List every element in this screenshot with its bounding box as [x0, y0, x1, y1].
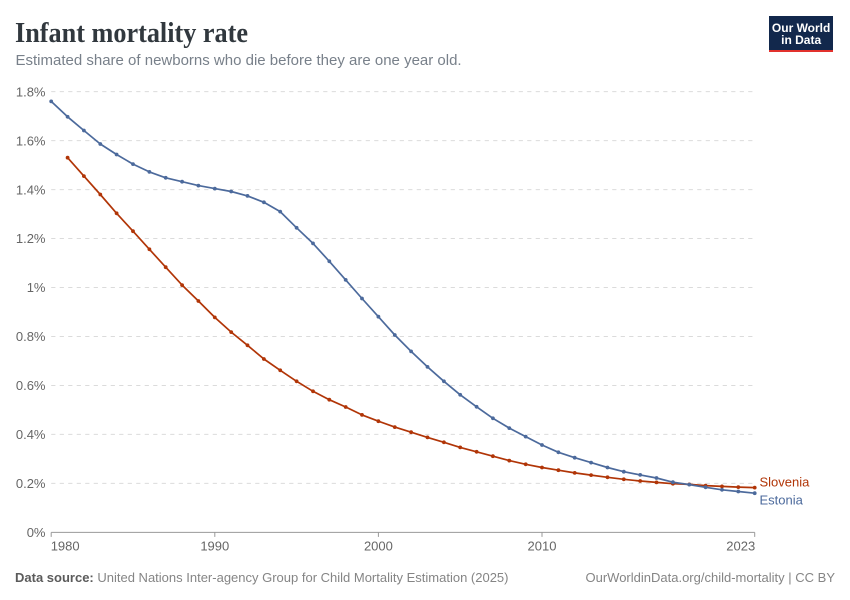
svg-text:2023: 2023: [726, 538, 755, 553]
svg-text:0.2%: 0.2%: [16, 476, 46, 491]
svg-text:1.2%: 1.2%: [16, 231, 46, 246]
svg-text:1990: 1990: [200, 538, 229, 553]
svg-text:1980: 1980: [51, 538, 80, 553]
svg-text:0%: 0%: [27, 525, 46, 540]
svg-text:2000: 2000: [364, 538, 393, 553]
svg-text:0.6%: 0.6%: [16, 378, 46, 393]
svg-text:0.4%: 0.4%: [16, 427, 46, 442]
svg-text:Slovenia: Slovenia: [760, 475, 811, 490]
svg-text:2010: 2010: [528, 538, 557, 553]
svg-text:1.8%: 1.8%: [16, 84, 46, 99]
svg-text:1.6%: 1.6%: [16, 133, 46, 148]
svg-text:1.4%: 1.4%: [16, 182, 46, 197]
svg-text:Estonia: Estonia: [760, 493, 804, 508]
svg-text:0.8%: 0.8%: [16, 329, 46, 344]
svg-text:1%: 1%: [27, 280, 46, 295]
